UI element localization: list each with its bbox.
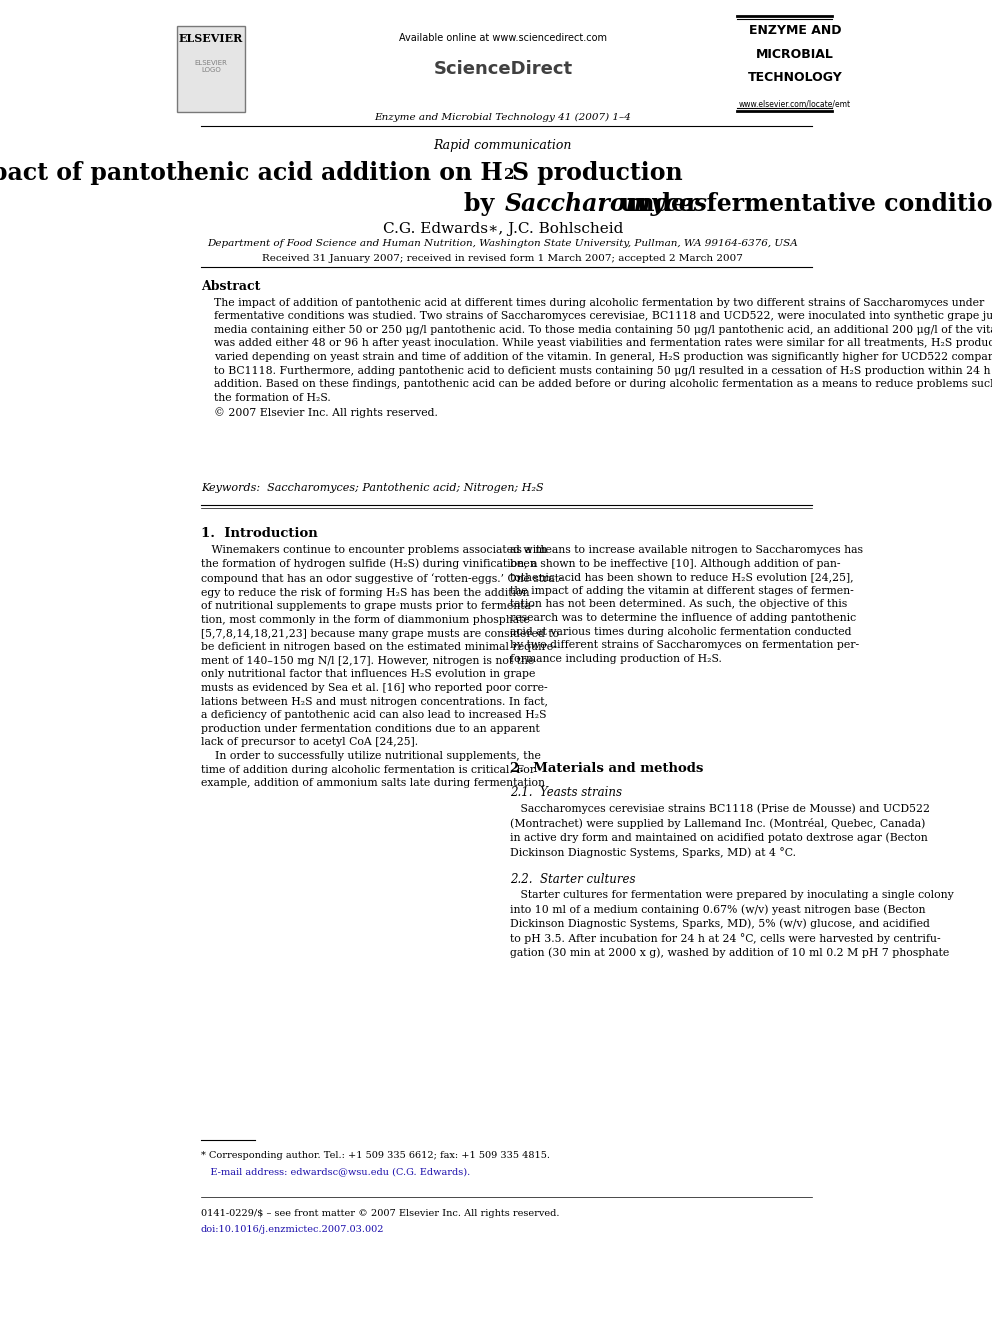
Text: 2.1.  Yeasts strains: 2.1. Yeasts strains xyxy=(510,786,622,799)
Text: doi:10.1016/j.enzmictec.2007.03.002: doi:10.1016/j.enzmictec.2007.03.002 xyxy=(200,1225,384,1234)
Text: Available online at www.sciencedirect.com: Available online at www.sciencedirect.co… xyxy=(399,33,607,44)
Text: 0141-0229/$ – see front matter © 2007 Elsevier Inc. All rights reserved.: 0141-0229/$ – see front matter © 2007 El… xyxy=(200,1209,559,1218)
Text: Department of Food Science and Human Nutrition, Washington State University, Pul: Department of Food Science and Human Nut… xyxy=(207,239,799,249)
Text: * Corresponding author. Tel.: +1 509 335 6612; fax: +1 509 335 4815.: * Corresponding author. Tel.: +1 509 335… xyxy=(200,1151,550,1160)
Text: The impact of addition of pantothenic acid at different times during alcoholic f: The impact of addition of pantothenic ac… xyxy=(214,298,992,418)
Text: www.elsevier.com/locate/emt: www.elsevier.com/locate/emt xyxy=(739,99,851,108)
Text: TECHNOLOGY: TECHNOLOGY xyxy=(748,71,842,85)
Text: E-mail address: edwardsc@wsu.edu (C.G. Edwards).: E-mail address: edwardsc@wsu.edu (C.G. E… xyxy=(200,1167,470,1176)
Text: ELSEVIER: ELSEVIER xyxy=(179,33,243,44)
Bar xyxy=(177,26,245,112)
Text: ELSEVIER
LOGO: ELSEVIER LOGO xyxy=(194,60,227,73)
Text: Saccharomyces: Saccharomyces xyxy=(504,192,707,216)
Text: Rapid communication: Rapid communication xyxy=(434,139,572,152)
Text: 2.  Materials and methods: 2. Materials and methods xyxy=(510,762,703,775)
Text: Abstract: Abstract xyxy=(200,280,260,294)
Text: Impact of pantothenic acid addition on H: Impact of pantothenic acid addition on H xyxy=(0,161,503,185)
Text: S production: S production xyxy=(513,161,683,185)
Text: under fermentative conditions: under fermentative conditions xyxy=(611,192,992,216)
Text: by: by xyxy=(464,192,503,216)
Text: Enzyme and Microbial Technology 41 (2007) 1–4: Enzyme and Microbial Technology 41 (2007… xyxy=(374,112,631,122)
Text: ScienceDirect: ScienceDirect xyxy=(434,60,572,78)
Text: 2.2.  Starter cultures: 2.2. Starter cultures xyxy=(510,873,635,886)
Text: 1.  Introduction: 1. Introduction xyxy=(200,527,317,540)
Text: as a means to increase available nitrogen to Saccharomyces has
been shown to be : as a means to increase available nitroge… xyxy=(510,545,863,664)
Text: Received 31 January 2007; received in revised form 1 March 2007; accepted 2 Marc: Received 31 January 2007; received in re… xyxy=(263,254,743,263)
Text: Keywords:  Saccharomyces; Pantothenic acid; Nitrogen; H₂S: Keywords: Saccharomyces; Pantothenic aci… xyxy=(200,483,544,493)
Text: 2: 2 xyxy=(504,168,515,183)
Text: Starter cultures for fermentation were prepared by inoculating a single colony
i: Starter cultures for fermentation were p… xyxy=(510,890,953,958)
Text: Saccharomyces cerevisiae strains BC1118 (Prise de Mousse) and UCD522
(Montrachet: Saccharomyces cerevisiae strains BC1118 … xyxy=(510,803,930,857)
Text: ENZYME AND: ENZYME AND xyxy=(749,24,841,37)
Text: Winemakers continue to encounter problems associated with
the formation of hydro: Winemakers continue to encounter problem… xyxy=(200,545,562,789)
Text: MICROBIAL: MICROBIAL xyxy=(756,48,834,61)
Text: C.G. Edwards∗, J.C. Bohlscheid: C.G. Edwards∗, J.C. Bohlscheid xyxy=(383,222,623,237)
